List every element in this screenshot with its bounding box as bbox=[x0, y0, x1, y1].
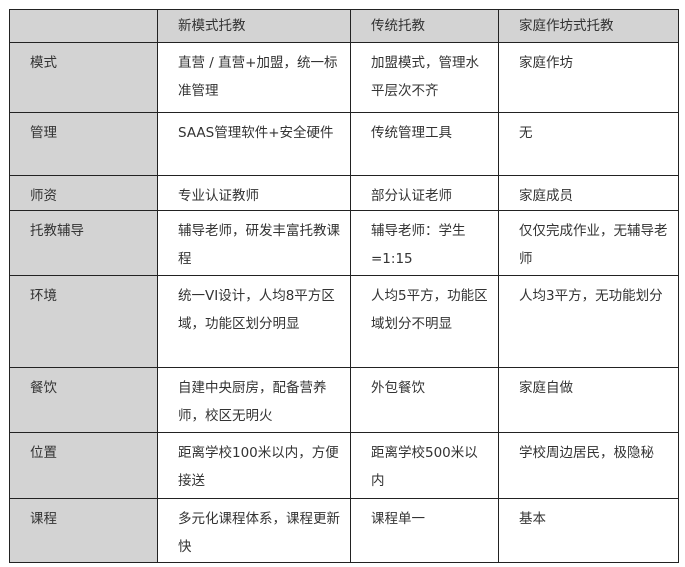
row-header-cell: 环境 bbox=[9, 275, 158, 368]
table-row: 管理 SAAS管理软件+安全硬件 传统管理工具无 bbox=[9, 112, 679, 176]
row-header-cell: 餐饮 bbox=[9, 367, 158, 433]
table-cell: SAAS管理软件+安全硬件 bbox=[157, 112, 351, 176]
table-cell: 距离学校500米以内 bbox=[350, 432, 499, 499]
table-cell: 基本 bbox=[498, 498, 679, 563]
table-row: 课程 多元化课程体系，课程更新快 课程单一 基本 bbox=[9, 498, 679, 563]
table-cell: 加盟模式，管理水平层次不齐 bbox=[350, 42, 499, 113]
table-cell: 外包餐饮 bbox=[350, 367, 499, 433]
row-header-cell: 师资 bbox=[9, 175, 158, 211]
table-cell: 统一VI设计，人均8平方区域，功能区划分明显 bbox=[157, 275, 351, 368]
table-row: 模式 直营 / 直营+加盟，统一标准管理 加盟模式，管理水平层次不齐 家庭作坊 bbox=[9, 42, 679, 113]
table-cell: 专业认证教师 bbox=[157, 175, 351, 211]
header-row: 新模式托教 传统托教 家庭作坊式托教 bbox=[9, 9, 679, 43]
table-cell: 辅导老师：学生=1:15 bbox=[350, 210, 499, 276]
table-cell: 直营 / 直营+加盟，统一标准管理 bbox=[157, 42, 351, 113]
table-cell: 人均3平方，无功能划分 bbox=[498, 275, 679, 368]
row-header-cell: 管理 bbox=[9, 112, 158, 176]
header-cell-empty bbox=[9, 9, 158, 43]
table-cell: 家庭作坊 bbox=[498, 42, 679, 113]
table-row: 师资 专业认证教师 部分认证老师 家庭成员 bbox=[9, 175, 679, 211]
table-cell: 部分认证老师 bbox=[350, 175, 499, 211]
table-row: 托教辅导 辅导老师，研发丰富托教课程 辅导老师：学生=1:15 仅仅完成作业，无辅导老… bbox=[9, 210, 679, 276]
table-row: 位置 距离学校100米以内，方便接送 距离学校500米以内 学校周边居民，极隐秘 bbox=[9, 432, 679, 499]
table-row: 环境 统一VI设计，人均8平方区域，功能区划分明显 人均5平方，功能区域划分不明显人… bbox=[9, 275, 679, 368]
header-traditional: 传统托教 bbox=[350, 9, 499, 43]
table-cell: 学校周边居民，极隐秘 bbox=[498, 432, 679, 499]
header-new-model: 新模式托教 bbox=[157, 9, 351, 43]
table-cell: 家庭成员 bbox=[498, 175, 679, 211]
table-cell: 无 bbox=[498, 112, 679, 176]
table-cell: 课程单一 bbox=[350, 498, 499, 563]
table-cell: 传统管理工具 bbox=[350, 112, 499, 176]
table-cell: 仅仅完成作业，无辅导老师 bbox=[498, 210, 679, 276]
header-family-workshop: 家庭作坊式托教 bbox=[498, 9, 679, 43]
table-cell: 辅导老师，研发丰富托教课程 bbox=[157, 210, 351, 276]
row-header-cell: 课程 bbox=[9, 498, 158, 563]
table-cell: 自建中央厨房，配备营养师，校区无明火 bbox=[157, 367, 351, 433]
table-cell: 多元化课程体系，课程更新快 bbox=[157, 498, 351, 563]
comparison-table: 新模式托教 传统托教 家庭作坊式托教 模式 直营 / 直营+加盟，统一标准管理 加盟… bbox=[9, 9, 679, 563]
table-cell: 家庭自做 bbox=[498, 367, 679, 433]
row-header-cell: 位置 bbox=[9, 432, 158, 499]
table-cell: 人均5平方，功能区域划分不明显 bbox=[350, 275, 499, 368]
row-header-cell: 托教辅导 bbox=[9, 210, 158, 276]
table-row: 餐饮 自建中央厨房，配备营养师，校区无明火 外包餐饮 家庭自做 bbox=[9, 367, 679, 433]
table-cell: 距离学校100米以内，方便接送 bbox=[157, 432, 351, 499]
row-header-cell: 模式 bbox=[9, 42, 158, 113]
